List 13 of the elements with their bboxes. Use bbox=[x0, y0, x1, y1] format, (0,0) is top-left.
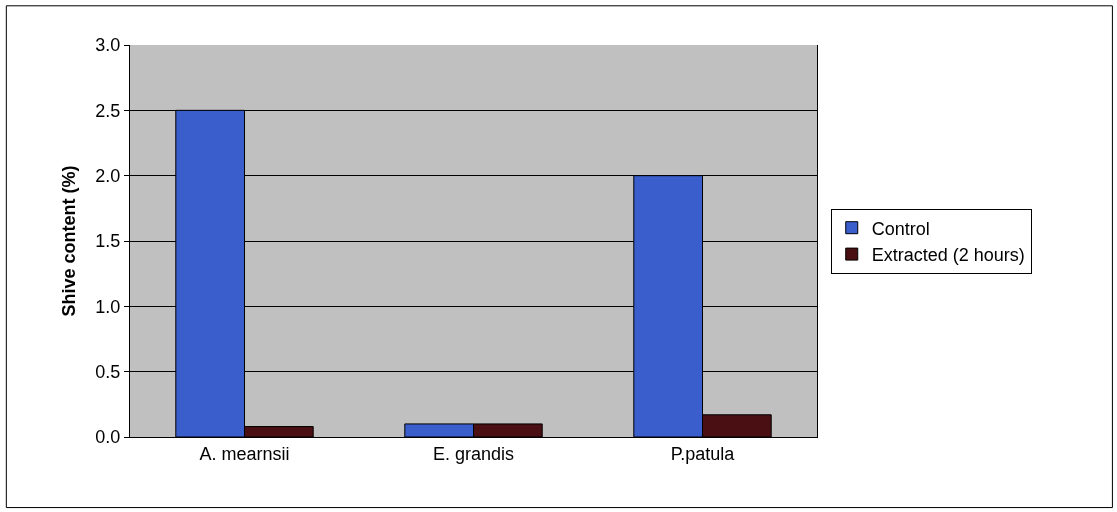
x-tick-label: P.patula bbox=[670, 443, 736, 464]
x-tick-label: E. grandis bbox=[432, 443, 515, 464]
y-tick-label: 0.0 bbox=[95, 427, 121, 448]
y-tick-label: 2.0 bbox=[95, 165, 121, 186]
y-tick-label: 2.5 bbox=[95, 100, 121, 121]
y-tick-label: 1.5 bbox=[95, 231, 121, 252]
legend-label: Control bbox=[871, 218, 930, 239]
x-tick-label: A. mearnsii bbox=[199, 443, 290, 464]
y-tick-label: 3.0 bbox=[95, 35, 121, 56]
y-tick-label: 1.0 bbox=[95, 296, 121, 317]
legend-label: Extracted (2 hours) bbox=[871, 245, 1025, 266]
y-axis-title: Shive content (%) bbox=[58, 165, 79, 317]
y-tick-label: 0.5 bbox=[95, 361, 121, 382]
